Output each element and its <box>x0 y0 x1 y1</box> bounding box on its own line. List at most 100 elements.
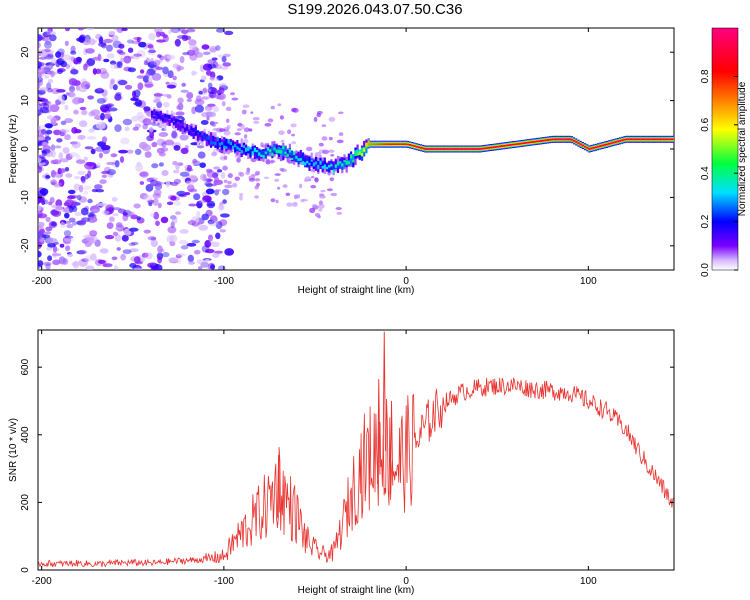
ridge-segment <box>221 142 224 145</box>
noise-blob <box>84 255 92 263</box>
noise-blob <box>144 252 153 260</box>
ridge-segment <box>654 138 657 141</box>
noise-blob <box>207 88 213 92</box>
noise-blob <box>207 63 217 69</box>
noise-blob <box>74 211 82 217</box>
noise-blob <box>45 129 53 135</box>
noise-blob <box>100 112 105 121</box>
noise-blob <box>222 165 228 171</box>
ridge-segment <box>481 147 484 150</box>
noise-blob <box>198 90 203 95</box>
noise-blob <box>136 111 144 120</box>
noise-blob <box>38 140 43 147</box>
ridge-segment <box>636 138 639 141</box>
noise-blob <box>186 242 197 247</box>
ridge-segment <box>389 143 392 146</box>
noise-blob <box>212 105 220 113</box>
snr-spike <box>389 400 394 494</box>
noise-blob <box>86 58 96 67</box>
ridge-segment <box>350 157 353 165</box>
noise-blob <box>185 180 195 186</box>
noise-blob <box>49 63 54 68</box>
ridge-segment <box>172 116 176 122</box>
noise-blob <box>38 194 43 198</box>
noise-blob <box>219 128 226 133</box>
noise-blob <box>38 89 46 95</box>
noise-blob <box>151 163 159 169</box>
ridge-segment <box>476 148 479 150</box>
ridge-segment <box>181 124 184 135</box>
ridge-segment <box>240 138 243 155</box>
ridge-segment <box>295 155 298 162</box>
noise-blob <box>43 199 49 205</box>
ridge-segment <box>229 144 232 149</box>
noise-blob <box>153 59 161 66</box>
snr-panel: -200 -100 0 100 0 200 400 600 Height of straig… <box>8 329 675 596</box>
ridge-segment <box>575 141 578 143</box>
noise-blob <box>60 60 68 68</box>
noise-blob <box>102 263 113 268</box>
noise-blob <box>320 189 326 193</box>
noise-blob <box>196 259 205 265</box>
noise-blob <box>69 152 79 158</box>
ridge-segment <box>317 164 320 170</box>
noise-blob <box>50 144 56 152</box>
noise-blob <box>147 236 157 241</box>
ridge-segment <box>332 169 335 174</box>
noise-blob <box>155 65 160 70</box>
ridge-segment <box>286 154 289 157</box>
noise-blob <box>90 109 101 116</box>
noise-blob <box>141 252 149 258</box>
ridge-segment <box>658 138 661 141</box>
noise-blob <box>97 202 108 207</box>
ridge-segment <box>210 140 213 145</box>
ridge-segment <box>194 126 197 134</box>
noise-blob <box>213 166 221 170</box>
y-tick-label: 20 <box>20 46 31 58</box>
noise-blob <box>162 66 169 75</box>
ridge-segment <box>151 110 154 115</box>
ridge-segment <box>347 161 350 164</box>
noise-blob <box>110 79 115 85</box>
noise-blob <box>45 263 51 270</box>
noise-blob <box>165 81 170 85</box>
noise-blob <box>89 230 98 237</box>
ridge-segment <box>577 142 580 145</box>
ridge-segment <box>507 144 510 147</box>
noise-blob <box>170 181 179 186</box>
y-tick-label: 10 <box>20 95 31 107</box>
noise-blob <box>241 109 247 115</box>
noise-blob <box>181 82 186 87</box>
noise-blob <box>39 106 50 114</box>
ridge-segment <box>256 150 259 153</box>
ridge-segment <box>234 144 237 148</box>
noise-blob <box>245 170 250 176</box>
ridge-segment <box>345 160 348 165</box>
ridge-segment <box>671 138 674 141</box>
noise-blob <box>101 136 108 144</box>
noise-blob <box>94 184 103 190</box>
ridge-segment <box>183 127 186 131</box>
noise-blob <box>187 254 194 263</box>
noise-blob <box>209 237 214 245</box>
noise-blob <box>39 188 49 196</box>
ridge-segment <box>367 140 370 145</box>
snr-spike <box>377 379 381 485</box>
noise-blob <box>282 184 288 188</box>
noise-blob <box>234 176 240 181</box>
noise-blob <box>52 159 62 165</box>
noise-blob <box>59 243 65 248</box>
noise-blob <box>133 203 141 209</box>
noise-blob <box>175 211 182 215</box>
noise-blob <box>65 173 73 178</box>
noise-blob <box>60 221 66 228</box>
noise-blob <box>71 80 81 87</box>
snr-series-line <box>38 376 674 568</box>
ridge-segment <box>422 147 425 150</box>
ridge-segment <box>511 143 514 146</box>
noise-blob <box>45 175 51 179</box>
ridge-segment <box>164 114 167 118</box>
ridge-segment <box>627 138 630 141</box>
noise-blob <box>42 145 51 152</box>
ridge-segment <box>667 138 670 141</box>
